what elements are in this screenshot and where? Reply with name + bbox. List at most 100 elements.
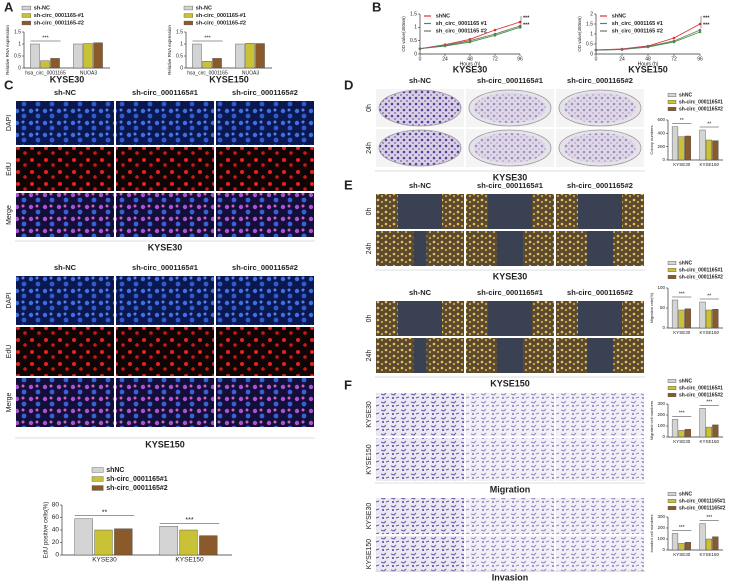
- wound-gap: [488, 194, 532, 229]
- image: [116, 327, 214, 376]
- y-tick-label: 1.5: [410, 11, 417, 17]
- x-tick-label: 0: [595, 56, 598, 62]
- legend-swatch: [183, 13, 194, 18]
- panel-letter: C: [4, 77, 14, 92]
- bar: [199, 535, 218, 556]
- image: [556, 393, 644, 436]
- x-tick-label: KYSE150: [699, 162, 719, 167]
- image: [216, 276, 314, 325]
- point: [493, 32, 497, 36]
- significance: ***: [42, 35, 49, 41]
- y-tick-label: 0: [414, 51, 417, 57]
- caption: Migration: [490, 484, 531, 494]
- point: [518, 20, 522, 24]
- y-tick-label: 100: [657, 423, 665, 428]
- legend-swatch: [667, 100, 677, 104]
- image: [16, 101, 114, 145]
- bar: [699, 523, 706, 551]
- y-tick-label: 20: [52, 539, 60, 546]
- legend-swatch: [183, 20, 194, 26]
- legend-label: sh-circ_0001165#2: [679, 106, 723, 112]
- y-tick-label: 0: [662, 547, 665, 552]
- bar: [712, 309, 719, 329]
- bar: [40, 60, 50, 69]
- row-label: KYSE30: [366, 401, 373, 428]
- point: [518, 24, 522, 28]
- bar: [114, 528, 133, 556]
- bar: [245, 43, 255, 69]
- legend-label: sh-circ_0001165#1: [679, 385, 723, 391]
- bar: [74, 518, 93, 556]
- legend-swatch: [667, 492, 677, 496]
- legend-swatch: [667, 506, 677, 510]
- legend-swatch: [667, 393, 677, 397]
- significance: ***: [523, 22, 530, 28]
- y-axis-label: Invaded cell numbers: [649, 514, 654, 552]
- legend-swatch: [91, 476, 104, 482]
- point: [698, 30, 702, 34]
- bar: [255, 43, 265, 69]
- plate-colonies: [474, 133, 546, 163]
- y-tick-label: 0.5: [176, 53, 183, 59]
- bar: [699, 301, 706, 329]
- x-tick-label: NUOA3: [80, 70, 97, 76]
- x-tick-label: KYSE150: [699, 330, 719, 335]
- legend-label: shNC: [679, 378, 692, 384]
- bar: [712, 536, 719, 551]
- image: [376, 393, 464, 436]
- y-tick-label: 0: [662, 325, 665, 330]
- column-header: sh-NC: [409, 76, 432, 85]
- caption: KYSE150: [145, 439, 185, 449]
- image: [376, 536, 464, 572]
- bar: [30, 43, 40, 69]
- significance: ***: [679, 291, 685, 297]
- image: [216, 101, 314, 145]
- y-tick-label: 0.5: [14, 53, 21, 59]
- image: [466, 498, 554, 534]
- column-header: sh-NC: [409, 181, 432, 190]
- row-label: 0h: [366, 104, 373, 112]
- bar: [684, 308, 691, 329]
- row-label: 24h: [366, 142, 373, 154]
- bar: [712, 140, 719, 161]
- x-tick-label: KYSE150: [175, 557, 204, 564]
- caption: Invasion: [492, 572, 529, 582]
- x-tick-label: 72: [492, 56, 498, 62]
- y-tick-label: 0: [180, 65, 183, 71]
- legend-swatch: [667, 499, 677, 503]
- x-axis-label: Hours (h): [460, 61, 481, 67]
- wound-gap: [398, 301, 442, 336]
- bar: [192, 43, 202, 69]
- image: [556, 438, 644, 481]
- bar: [671, 533, 679, 551]
- chart-title: KYSE30: [453, 64, 488, 74]
- legend-swatch: [91, 485, 104, 491]
- column-header: sh-NC: [54, 263, 77, 272]
- chart-title: KYSE150: [209, 74, 249, 84]
- x-tick-label: KYSE150: [699, 439, 719, 444]
- legend-label: shNC: [436, 13, 450, 19]
- image: [376, 498, 464, 534]
- y-tick-label: 0: [55, 552, 59, 559]
- column-header: sh-circ_0001165#1: [477, 181, 543, 190]
- wound-gap: [413, 338, 427, 373]
- x-tick-label: 72: [671, 56, 677, 62]
- y-tick-label: 1.5: [586, 21, 593, 27]
- bar: [678, 430, 685, 438]
- y-tick-label: 0: [18, 65, 21, 71]
- column-header: sh-NC: [409, 288, 432, 297]
- x-tick-label: hsa_circ_0001165: [187, 70, 228, 76]
- bar: [73, 43, 83, 69]
- y-tick-label: 1.5: [14, 29, 21, 35]
- column-header: sh-circ_0001165#1: [477, 76, 543, 85]
- significance: ***: [703, 15, 710, 21]
- legend-swatch: [667, 93, 677, 97]
- bar: [705, 309, 713, 329]
- image: [16, 276, 114, 325]
- legend-label: sh-NC: [196, 5, 212, 11]
- bar: [212, 58, 222, 69]
- bar: [705, 538, 713, 551]
- legend-label: sh-circ_0001165#1: [679, 267, 723, 273]
- panel-letter: F: [344, 377, 352, 392]
